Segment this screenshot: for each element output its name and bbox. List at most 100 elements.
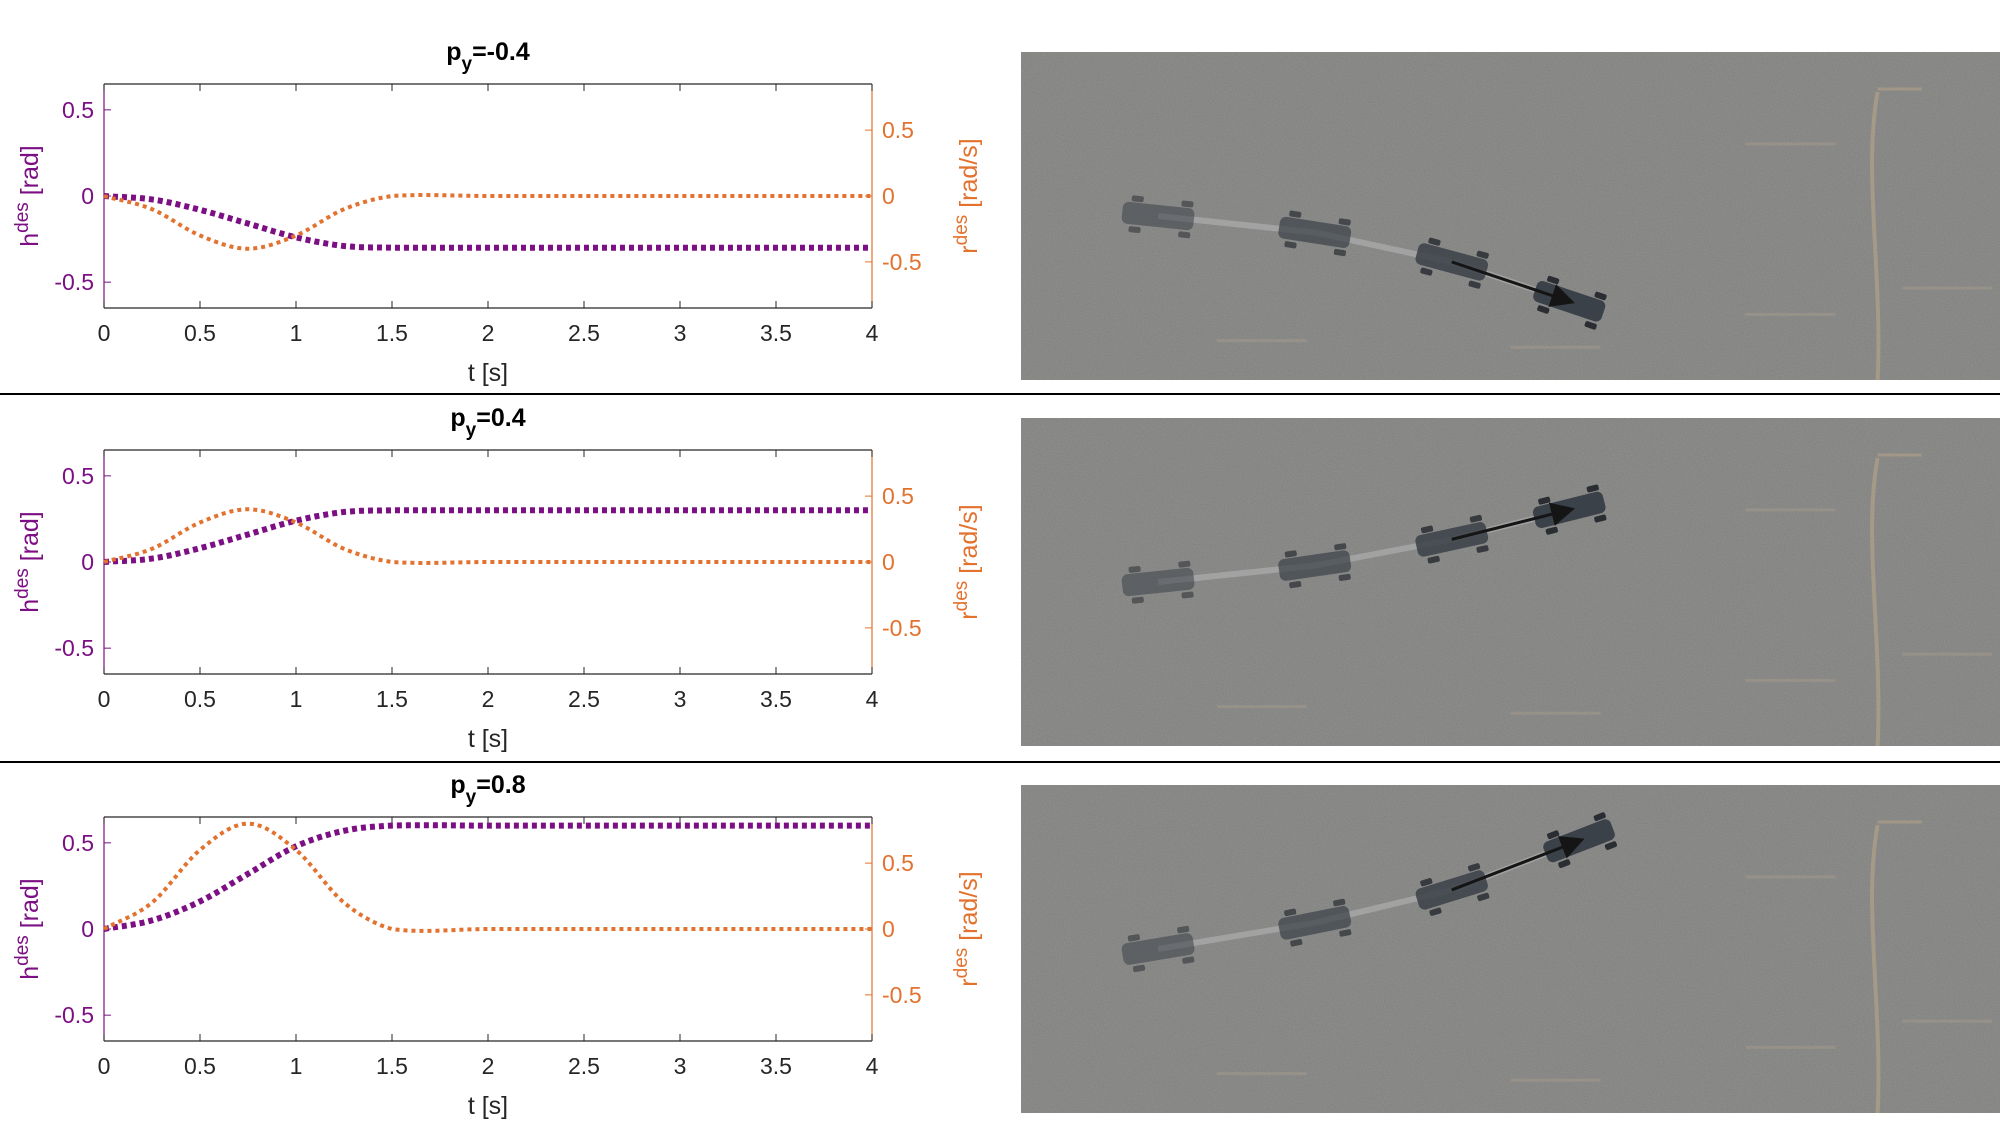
robot-wheel <box>1339 929 1352 937</box>
robot-wheel <box>1338 218 1351 226</box>
robot-body <box>1278 216 1352 248</box>
robot <box>1121 925 1195 973</box>
robot-wheel <box>1177 925 1190 934</box>
x-tick-label: 4 <box>866 1053 879 1079</box>
robot-wheel <box>1427 555 1440 564</box>
x-tick-label: 0 <box>98 1053 111 1079</box>
experiment-photo <box>1021 52 2000 381</box>
series-r-des <box>103 821 872 933</box>
robot-wheel <box>1467 863 1481 872</box>
x-tick-label: 3.5 <box>760 686 792 712</box>
right-y-tick-label: -0.5 <box>882 249 922 275</box>
robot-wheel <box>1547 830 1560 840</box>
tape-line <box>1870 824 1881 1114</box>
chart-panel: 0 0.5 1 1.5 2 2.5 3 3.5 4-0.500.5-0.500.5py=0.8t… <box>12 771 2000 1120</box>
robot-wheel <box>1128 226 1141 234</box>
robot-wheel <box>1132 964 1146 973</box>
left-y-tick-label: 0 <box>81 549 94 575</box>
chart-panel: 0 0.5 1 1.5 2 2.5 3 3.5 4-0.500.5-0.500.5py=0.4t… <box>12 404 2000 753</box>
heading-arrow <box>1451 260 1575 307</box>
x-tick-label: 2 <box>482 686 495 712</box>
robot-wheel <box>1127 934 1140 942</box>
robot-wheel <box>1131 596 1144 604</box>
robot-wheel <box>1284 550 1297 558</box>
robot-wheel <box>1420 267 1433 276</box>
robot-wheel <box>1420 525 1434 534</box>
series-r-des <box>103 193 872 251</box>
robot-wheel <box>1476 545 1489 553</box>
right-y-tick-label: 0 <box>882 916 895 942</box>
robot-wheel <box>1584 321 1597 330</box>
right-y-tick-label: 0.5 <box>882 117 914 143</box>
robot-wheel <box>1333 898 1346 907</box>
x-tick-label: 1.5 <box>376 1053 408 1079</box>
robot-wheel <box>1338 573 1351 581</box>
right-y-tick-label: 0.5 <box>882 850 914 876</box>
x-tick-label: 1 <box>290 1053 303 1079</box>
chart-title: py=0.4 <box>450 404 525 441</box>
x-tick-label: 0.5 <box>184 320 216 346</box>
chart-panel: 0 0.5 1 1.5 2 2.5 3 3.5 4-0.500.5-0.500.5py=-0.4… <box>12 38 2000 387</box>
robot-wheel <box>1333 248 1346 257</box>
experiment-photo <box>1021 785 2000 1114</box>
x-tick-label: 2 <box>482 320 495 346</box>
robot-wheel <box>1178 560 1191 568</box>
robot <box>1278 543 1352 589</box>
robot-wheel <box>1284 908 1297 917</box>
x-tick-label: 2.5 <box>568 1053 600 1079</box>
robot-wheel <box>1131 195 1144 203</box>
left-y-tick-label: 0.5 <box>62 97 94 123</box>
x-axis-label: t [s] <box>468 359 508 387</box>
robot-wheel <box>1538 496 1551 505</box>
series-r-des <box>103 507 872 565</box>
left-y-axis-label: hdes [rad] <box>12 511 44 613</box>
right-y-tick-label: 0 <box>882 183 895 209</box>
right-y-axis-label: rdes [rad/s] <box>951 504 983 619</box>
left-y-tick-label: -0.5 <box>54 1002 94 1028</box>
left-y-tick-label: 0 <box>81 916 94 942</box>
robot-wheel <box>1284 241 1297 249</box>
robot-wheel <box>1586 484 1599 493</box>
x-tick-label: 1.5 <box>376 686 408 712</box>
tape-line <box>1870 457 1881 747</box>
x-tick-label: 1.5 <box>376 320 408 346</box>
robot-wheel <box>1289 581 1302 589</box>
x-tick-label: 2.5 <box>568 686 600 712</box>
robot-wheel <box>1182 956 1195 964</box>
x-tick-label: 3.5 <box>760 1053 792 1079</box>
robot-wheel <box>1469 514 1483 523</box>
robot-body <box>1278 905 1352 940</box>
robot-wheel <box>1290 939 1303 947</box>
robot-wheel <box>1334 543 1347 551</box>
robot-body <box>1121 567 1195 597</box>
robot-wheel <box>1428 237 1441 246</box>
x-axis-label: t [s] <box>468 725 508 753</box>
right-y-tick-label: -0.5 <box>882 615 922 641</box>
x-tick-label: 1 <box>290 686 303 712</box>
x-tick-label: 2.5 <box>568 320 600 346</box>
x-tick-label: 2 <box>482 1053 495 1079</box>
robot-wheel <box>1558 859 1571 868</box>
robot-body <box>1121 933 1195 965</box>
left-y-axis-label: hdes [rad] <box>12 878 44 980</box>
robot-wheel <box>1593 812 1606 822</box>
robot-wheel <box>1181 200 1194 208</box>
robot-wheel <box>1128 565 1141 573</box>
heading-arrow <box>1451 836 1585 892</box>
left-y-tick-label: 0 <box>81 183 94 209</box>
robot-wheel <box>1545 526 1558 535</box>
left-y-tick-label: -0.5 <box>54 269 94 295</box>
x-tick-label: 1 <box>290 320 303 346</box>
right-y-tick-label: -0.5 <box>882 982 922 1008</box>
left-y-tick-label: 0.5 <box>62 830 94 856</box>
robot-wheel <box>1594 291 1607 301</box>
right-y-tick-label: 0.5 <box>882 483 914 509</box>
right-y-axis-label: rdes [rad/s] <box>951 871 983 986</box>
x-tick-label: 3 <box>674 320 687 346</box>
robot-wheel <box>1420 878 1433 887</box>
robot-wheel <box>1537 305 1550 314</box>
x-tick-label: 0.5 <box>184 1053 216 1079</box>
experiment-photo <box>1021 418 2000 747</box>
robot-body <box>1278 550 1352 581</box>
